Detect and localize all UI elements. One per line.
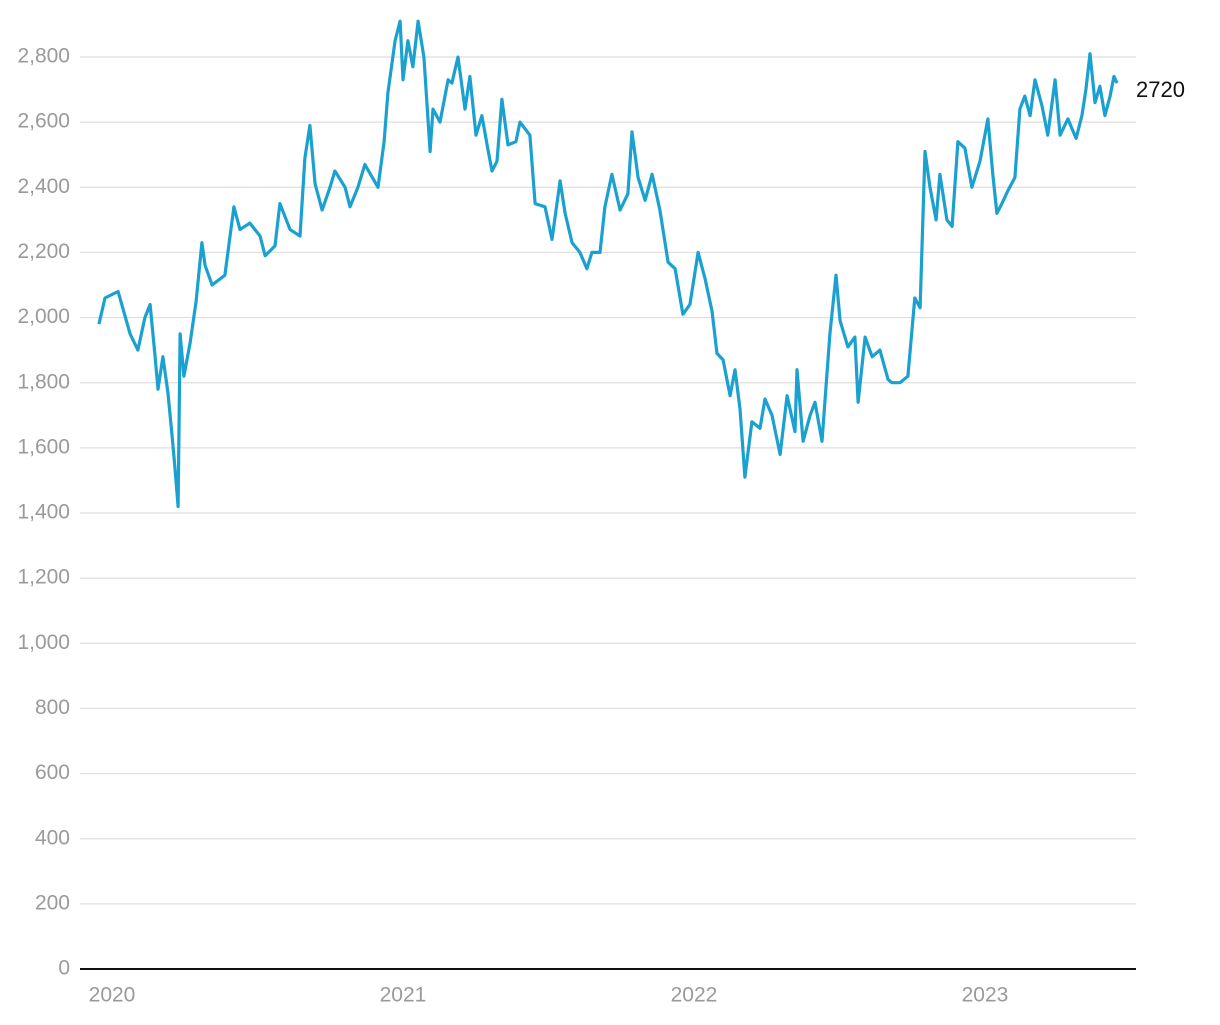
y-tick-label: 2,800 bbox=[17, 45, 70, 68]
y-tick-label: 2,000 bbox=[17, 305, 70, 328]
x-tick-label: 2023 bbox=[962, 984, 1009, 1007]
y-tick-label: 1,000 bbox=[17, 631, 70, 654]
y-tick-label: 1,600 bbox=[17, 435, 70, 458]
x-tick-label: 2022 bbox=[671, 984, 718, 1007]
y-tick-label: 200 bbox=[35, 891, 70, 914]
end-value-label: 2720 bbox=[1136, 77, 1185, 102]
x-tick-label: 2021 bbox=[380, 984, 427, 1007]
y-tick-label: 800 bbox=[35, 696, 70, 719]
price-line bbox=[97, 19, 1119, 509]
y-tick-label: 0 bbox=[58, 957, 70, 980]
y-tick-label: 2,400 bbox=[17, 175, 70, 198]
y-tick-label: 600 bbox=[35, 761, 70, 784]
x-tick-label: 2020 bbox=[89, 984, 136, 1007]
y-tick-label: 1,200 bbox=[17, 566, 70, 589]
y-tick-label: 2,600 bbox=[17, 110, 70, 133]
y-tick-label: 1,400 bbox=[17, 501, 70, 524]
y-tick-label: 1,800 bbox=[17, 370, 70, 393]
y-tick-label: 400 bbox=[35, 826, 70, 849]
y-tick-label: 2,200 bbox=[17, 240, 70, 263]
